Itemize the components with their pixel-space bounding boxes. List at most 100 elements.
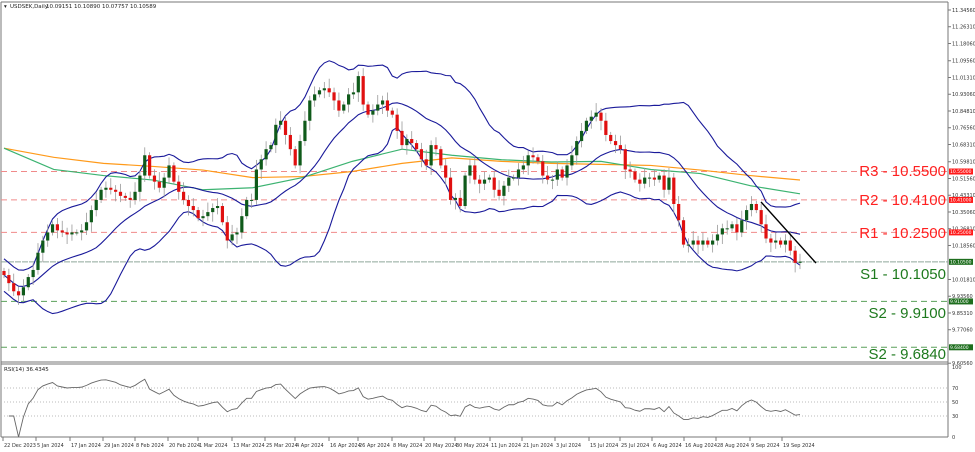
candle-body [390,110,394,115]
candle-body [172,165,176,182]
candle [279,111,283,130]
candle-body [759,210,763,225]
price-tick-label: 10.18560 [952,243,975,249]
level-label-r3: R3 - 10.5500 [859,163,946,180]
candle [21,279,26,302]
rsi-tick-label: 50 [952,400,958,406]
candle-body [196,210,200,219]
candle-body [492,177,496,190]
candle-body [439,149,443,166]
candle [482,171,487,190]
candle-body [774,240,778,243]
candle [157,172,161,193]
level-badge [949,229,973,236]
candle-body [623,149,627,170]
level-price-badges: 10.5500010.4100010.2500010.105009.910009… [949,168,973,351]
rsi-line [8,378,801,438]
price-tick-label: 10.68310 [952,142,975,148]
candle-body [230,234,234,241]
time-tick-label: 8 May 2024 [393,443,422,449]
candle [138,170,142,202]
candle-body [351,92,356,95]
level-label-s2-lower: S2 - 9.6840 [868,346,946,363]
candle-body [550,179,555,181]
time-tick-label: 25 Mar 2024 [266,443,298,449]
candle-body [453,197,457,200]
candle-body [657,175,661,180]
candle-body [560,169,564,178]
candle [366,101,370,118]
candle [41,235,45,263]
candle-body [609,134,613,142]
candle-body [104,187,108,190]
candle-body [502,185,506,196]
candle [410,131,414,150]
rsi-tick-label: 100 [952,365,962,371]
chart-ohlc: 10.09151 10.10890 10.07757 10.10589 [46,4,157,10]
candle [478,174,482,194]
candle-body [65,232,69,235]
candle [429,140,433,175]
candle-body [80,230,84,233]
candle-body [211,208,215,213]
candle-body [206,212,210,217]
candle-body [798,261,802,263]
candle-body [274,124,278,146]
candle [793,246,797,273]
candle [424,149,428,171]
candle-body [225,222,229,241]
candle-body [764,224,768,239]
time-tick-label: 29 Jan 2024 [104,443,134,449]
level-badge-text: 9.91000 [950,299,969,305]
candle-body [715,234,720,241]
candle [133,182,137,205]
level-label-r2: R2 - 10.4100 [859,192,946,209]
candle [584,117,589,134]
candle-body [371,110,375,115]
candle-body [434,145,438,150]
candle [99,186,103,203]
price-tick-label: 9.85310 [952,311,973,317]
candle-body [473,165,477,180]
candle-body [31,269,35,278]
candle [206,202,210,221]
bollinger-middle [3,102,801,287]
candle [70,224,74,241]
candle-body [740,220,744,233]
candle-body [143,155,147,176]
candle-body [594,112,598,117]
candle [502,181,506,206]
candle-body [516,169,521,178]
candle-body [317,90,322,95]
candle [283,116,288,145]
candle [356,71,360,102]
candle [609,131,613,145]
candle-body [269,145,273,150]
candle [536,154,540,165]
candle-body [793,250,797,263]
time-tick-label: 17 Jan 2024 [71,443,101,449]
candle-body [570,155,574,166]
candle [453,193,457,210]
candle-body [638,179,642,184]
candle [521,155,525,175]
time-tick-label: 16 Aug 2024 [685,443,717,449]
price-tick-label: 10.93060 [952,92,975,98]
candle [196,207,200,222]
candle [327,78,331,98]
candle-body [696,240,700,245]
candle [497,180,501,201]
candle-body [589,116,593,121]
candle-body [686,244,690,246]
candle [317,87,322,98]
candle [322,81,326,99]
candle [114,185,118,202]
candle-body [701,240,705,245]
candle [26,274,30,291]
candle [764,214,768,244]
candle [215,198,220,215]
candle [516,163,521,186]
candle [274,118,278,154]
candle-body [60,230,64,233]
